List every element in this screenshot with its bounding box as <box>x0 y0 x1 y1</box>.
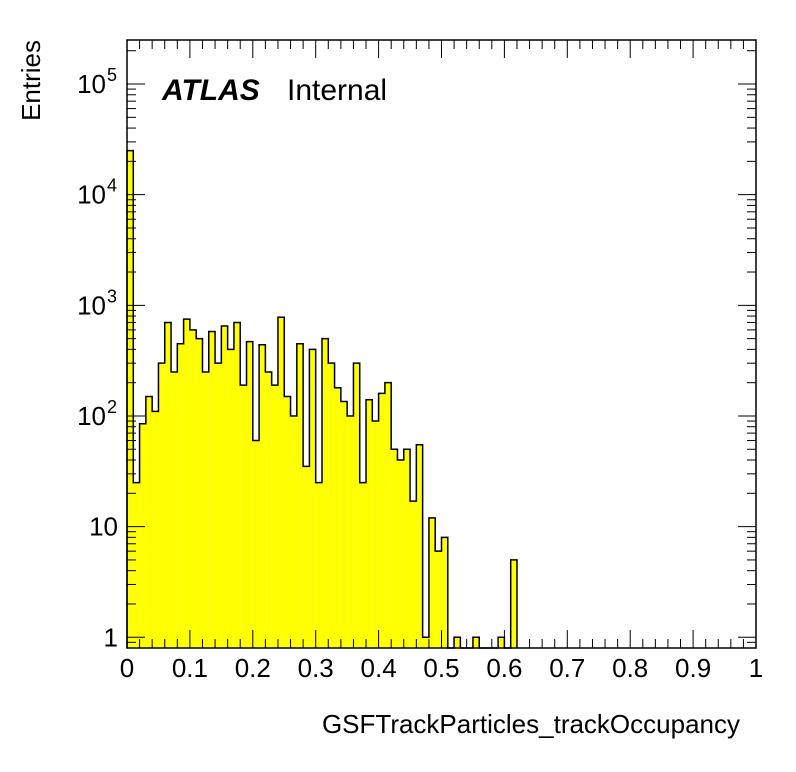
histogram-bar <box>152 411 159 648</box>
histogram-bar <box>221 326 228 648</box>
histogram-bar <box>309 349 316 648</box>
x-tick-label: 0.4 <box>361 653 397 683</box>
x-tick-label: 0.6 <box>486 653 522 683</box>
histogram-bar <box>215 363 222 648</box>
y-tick-label: 10 <box>77 180 106 210</box>
atlas-label: ATLAS <box>161 74 260 107</box>
y-axis-title: Entries <box>16 40 46 121</box>
histogram-bar <box>340 401 348 648</box>
histogram-bar <box>428 517 436 648</box>
histogram-bar <box>171 371 178 648</box>
histogram-bar <box>472 637 480 648</box>
histogram-bar <box>384 382 392 648</box>
histogram-bar <box>347 415 354 648</box>
x-tick-label: 0 <box>120 653 134 683</box>
x-axis-tick-labels: 0 0.1 0.2 0.3 0.4 0.5 0.6 0.7 0.8 0.9 1 <box>120 653 763 683</box>
y-tick-label: 10 <box>77 290 106 320</box>
x-tick-label: 0.7 <box>549 653 585 683</box>
histogram-bar <box>353 363 360 648</box>
y-tick-label-exponent: 2 <box>107 397 117 417</box>
histogram-bar <box>271 385 278 648</box>
internal-label: Internal <box>287 74 387 107</box>
histogram-bar <box>328 363 335 648</box>
y-axis-ticks <box>127 50 756 649</box>
histogram-bar <box>441 537 448 648</box>
histogram-bar <box>334 387 341 648</box>
histogram-bar <box>189 329 197 648</box>
histogram-bar <box>240 385 247 648</box>
histogram-bar <box>158 363 165 648</box>
histogram-bar <box>183 319 190 648</box>
histogram-bar <box>252 440 260 648</box>
x-tick-label: 0.3 <box>298 653 334 683</box>
histogram-bars <box>127 150 517 649</box>
histogram-bar <box>196 338 203 648</box>
histogram-bar <box>315 482 322 648</box>
x-tick-label: 0.2 <box>235 653 271 683</box>
histogram-bar <box>359 482 367 648</box>
histogram-bar <box>510 559 517 648</box>
histogram-bar <box>498 637 505 648</box>
histogram-bar <box>410 501 417 648</box>
x-axis-ticks <box>126 40 757 648</box>
y-tick-label-exponent: 5 <box>107 65 117 85</box>
histogram-bar <box>366 399 373 648</box>
y-tick-label-exponent: 4 <box>107 176 117 196</box>
histogram-bar <box>139 423 146 648</box>
histogram-outline <box>126 149 518 649</box>
y-tick-label: 10 <box>89 512 118 542</box>
histogram-bar <box>164 322 172 648</box>
histogram-bar <box>277 317 285 648</box>
histogram-bar <box>259 344 266 648</box>
histogram-bar <box>403 449 411 648</box>
y-tick-label: 1 <box>104 622 118 652</box>
histogram-bar <box>321 338 329 648</box>
histogram-bar <box>265 371 272 648</box>
histogram-bar <box>416 444 423 648</box>
histogram-bar <box>133 482 140 648</box>
histogram-bar <box>290 415 297 648</box>
x-tick-label: 0.5 <box>423 653 459 683</box>
histogram-bar <box>303 466 310 648</box>
histogram-bar <box>284 396 291 648</box>
x-tick-label: 0.1 <box>172 653 208 683</box>
histogram-bar <box>202 371 209 648</box>
histogram-bar <box>422 637 429 648</box>
histogram-bar <box>391 449 398 648</box>
histogram-bar <box>378 393 385 648</box>
histogram-bar <box>246 341 253 648</box>
x-axis-title: GSFTrackParticles_trackOccupancy <box>322 709 740 739</box>
histogram-bar <box>372 421 379 648</box>
histogram-bar <box>233 322 241 648</box>
y-tick-label: 10 <box>77 401 106 431</box>
y-tick-label-exponent: 3 <box>107 286 117 306</box>
histogram-bar <box>435 551 442 648</box>
histogram-bar <box>127 150 134 649</box>
histogram-bar <box>177 343 184 648</box>
histogram-bar <box>397 460 404 648</box>
x-tick-label: 0.9 <box>675 653 711 683</box>
histogram-bar <box>296 343 304 648</box>
histogram-bar <box>145 396 153 648</box>
x-tick-label: 0.8 <box>612 653 648 683</box>
x-tick-label: 1 <box>749 653 763 683</box>
histogram-bar <box>208 331 216 648</box>
histogram-bar <box>227 349 234 648</box>
histogram-bar <box>454 637 461 648</box>
y-tick-label: 10 <box>77 69 106 99</box>
